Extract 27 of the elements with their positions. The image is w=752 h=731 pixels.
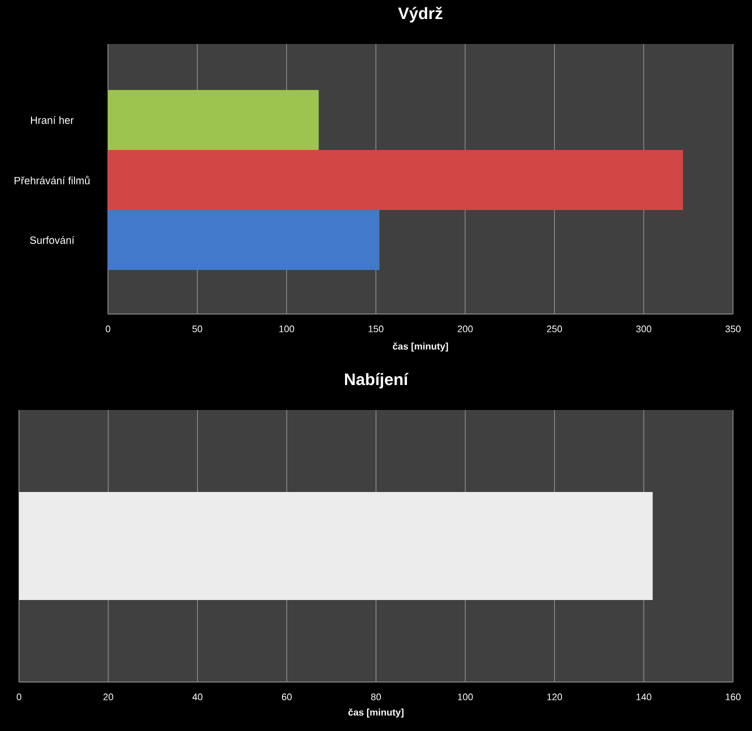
x-tick-label: 0 [16, 694, 22, 700]
y-tick-label: Surfování [30, 236, 74, 244]
x-tick-label: 140 [636, 694, 652, 700]
x-tick-label: 150 [368, 326, 384, 332]
x-tick-label: 160 [726, 694, 741, 700]
x-tick-label: 300 [636, 326, 652, 332]
x-tick-label: 80 [371, 694, 381, 700]
y-tick-label: Hraní her [30, 116, 74, 124]
x-tick-label: 120 [547, 694, 562, 700]
x-tick-label: 250 [546, 326, 562, 332]
x-tick-label: 350 [725, 326, 741, 332]
x-axis-title: čas [minuty] [392, 342, 448, 352]
bar [108, 150, 684, 210]
x-tick-label: 60 [282, 694, 292, 700]
x-tick-label: 50 [192, 326, 202, 332]
chart-title: Výdrž [398, 6, 442, 22]
chart-title: Nabíjení [345, 372, 409, 388]
x-tick-label: 40 [192, 694, 202, 700]
x-tick-label: 100 [279, 326, 294, 332]
x-tick-label: 0 [106, 326, 110, 332]
x-tick-label: 20 [103, 694, 114, 700]
x-tick-label: 100 [458, 694, 473, 700]
bar [108, 210, 380, 270]
bar [108, 90, 319, 150]
x-tick-label: 200 [458, 326, 473, 332]
x-axis-title: čas [minuty] [348, 708, 404, 718]
y-tick-label: Přehrávání filmů [14, 176, 90, 184]
